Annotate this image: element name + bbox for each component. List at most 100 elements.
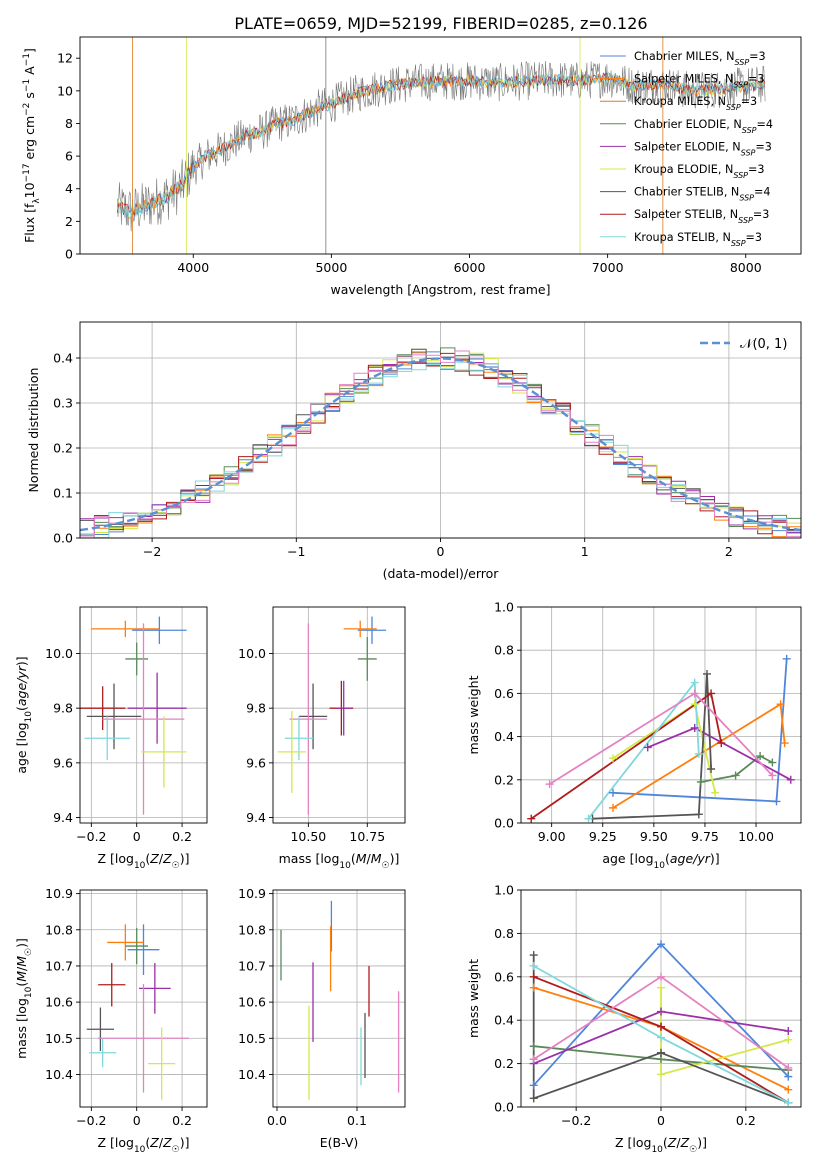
mass-weight-marker (657, 1033, 665, 1042)
x-tick-label: 0 (133, 829, 141, 844)
x-axis-label: mass [log10(M/M☉)] (279, 851, 400, 871)
mass-weight-marker (717, 739, 726, 748)
mass-weight-marker (690, 678, 699, 687)
x-tick-label: 5000 (315, 260, 347, 275)
mass-weight-marker (657, 972, 665, 981)
x-tick-label: −0.2 (76, 1113, 106, 1128)
chart-massweight_vs_age: 9.00 9.25 9.50 9.75 10.00 0.0 0.2 0.4 0.6 0.8 1.0 a… (466, 600, 802, 871)
histogram-step (80, 361, 801, 538)
x-tick-label: 2 (725, 544, 733, 559)
y-tick-label: 0.3 (53, 396, 73, 411)
x-tick-label: 9.25 (589, 829, 617, 844)
x-tick-label: 0 (657, 1113, 665, 1128)
y-tick-label: 0.0 (494, 1100, 514, 1115)
x-tick-label: 9.00 (538, 829, 566, 844)
x-tick-label: 10.75 (349, 829, 385, 844)
chart-massweight_vs_Z: −0.2 0 0.2 0.0 0.2 0.4 0.6 0.8 1.0 Z [log10(Z/Z☉)… (466, 883, 802, 1155)
x-tick-label: −2 (143, 544, 161, 559)
y-tick-label: 10.0 (238, 646, 266, 661)
mass-weight-marker (768, 758, 777, 767)
x-tick-label: 4000 (177, 260, 209, 275)
legend-entry: Salpeter STELIB, NSSP=3 (634, 208, 769, 225)
mass-weight-marker (756, 752, 765, 761)
y-axis-label: age [log10(age/yr)] (14, 656, 34, 773)
mass-weight-marker (529, 1042, 538, 1051)
mass-weight-marker (784, 1063, 793, 1072)
mass-weight-marker (643, 743, 652, 752)
x-axis-label: (data-model)/error (383, 566, 500, 581)
y-tick-label: 0.4 (494, 729, 514, 744)
x-axis-label: Z [log10(Z/Z☉)] (615, 1135, 707, 1155)
mass-weight-marker (529, 1055, 538, 1064)
y-tick-label: 4 (65, 181, 73, 196)
x-tick-label: 1 (581, 544, 589, 559)
y-tick-label: 0.6 (494, 686, 514, 701)
y-tick-label: 10.0 (45, 646, 73, 661)
plot-area (116, 37, 766, 254)
y-tick-label: 6 (65, 149, 73, 164)
axes-frame (79, 36, 802, 255)
y-tick-label: 10.7 (238, 958, 266, 973)
mass-weight-marker (690, 689, 699, 698)
y-tick-label: 0.0 (494, 816, 514, 831)
y-tick-label: 10.6 (238, 995, 266, 1010)
legend-entry: Salpeter MILES, NSSP=3 (634, 73, 765, 90)
figure-title: PLATE=0659, MJD=52199, FIBERID=0285, z=0… (234, 14, 647, 33)
mass-weight-marker (694, 749, 703, 758)
mass-weight-marker (608, 754, 617, 763)
y-tick-label: 1.0 (494, 600, 514, 615)
mass-weight-marker (529, 961, 538, 970)
mass-weight-marker (657, 1007, 665, 1016)
histogram-step (80, 350, 801, 537)
y-tick-label: 9.4 (53, 810, 73, 825)
mass-weight-marker (784, 1098, 793, 1107)
y-tick-label: 9.6 (53, 755, 73, 770)
y-axis-label: Flux [fλ10−17 erg cm−2 s−1 A−1] (22, 48, 42, 243)
mass-weight-marker (608, 803, 617, 812)
mass-weight-marker (707, 689, 716, 698)
y-tick-label: 10.4 (45, 1067, 73, 1082)
x-tick-label: 10.50 (290, 829, 326, 844)
mass-weight-marker (707, 765, 716, 773)
y-tick-label: 10.7 (45, 958, 73, 973)
y-tick-label: 10.5 (45, 1031, 73, 1046)
x-tick-label: 0.1 (347, 1113, 367, 1128)
x-axis-label: age [log10(age/yr)] (602, 851, 719, 871)
y-tick-label: 12 (57, 51, 73, 66)
axes-frame (79, 606, 208, 824)
mass-weight-marker (657, 983, 665, 992)
y-tick-label: 10 (57, 83, 73, 98)
legend-entry: Kroupa STELIB, NSSP=3 (634, 231, 762, 248)
axes-frame (520, 606, 802, 824)
y-tick-label: 10.5 (238, 1031, 266, 1046)
x-axis-label: wavelength [Angstrom, rest frame] (330, 282, 550, 297)
mass-weight-marker (702, 669, 711, 678)
y-tick-label: 10.9 (238, 886, 266, 901)
spectrum-model-line (116, 72, 766, 216)
y-tick-label: 0.2 (53, 441, 73, 456)
mass-weight-marker (772, 797, 781, 806)
mass-weight-marker (784, 1027, 793, 1036)
y-tick-label: 2 (65, 214, 73, 229)
mass-weight-marker (608, 788, 617, 797)
chart-spectrum: 4000 5000 6000 7000 8000 0 2 4 6 8 10 12 wavelength … (22, 36, 802, 297)
y-tick-label: 0.1 (53, 486, 73, 501)
mass-weight-marker (731, 771, 740, 780)
mass-weight-marker (694, 810, 703, 819)
mass-weight-marker (529, 983, 538, 992)
mass-weight-marker (696, 777, 705, 786)
y-tick-label: 1.0 (494, 883, 514, 898)
x-tick-label: 0.2 (172, 1113, 192, 1128)
plot-area (80, 616, 187, 815)
x-tick-label: 10.00 (738, 829, 774, 844)
y-tick-label: 0.2 (494, 772, 514, 787)
plot-area (280, 900, 400, 1100)
plot-area (277, 616, 387, 815)
legend-entry: Kroupa MILES, NSSP=3 (634, 95, 757, 112)
mass-weight-marker (584, 814, 593, 823)
mass-weight-marker (657, 1022, 665, 1031)
y-tick-label: 9.8 (246, 701, 266, 716)
x-axis-label: E(B-V) (320, 1135, 359, 1150)
x-tick-label: 6000 (454, 260, 486, 275)
